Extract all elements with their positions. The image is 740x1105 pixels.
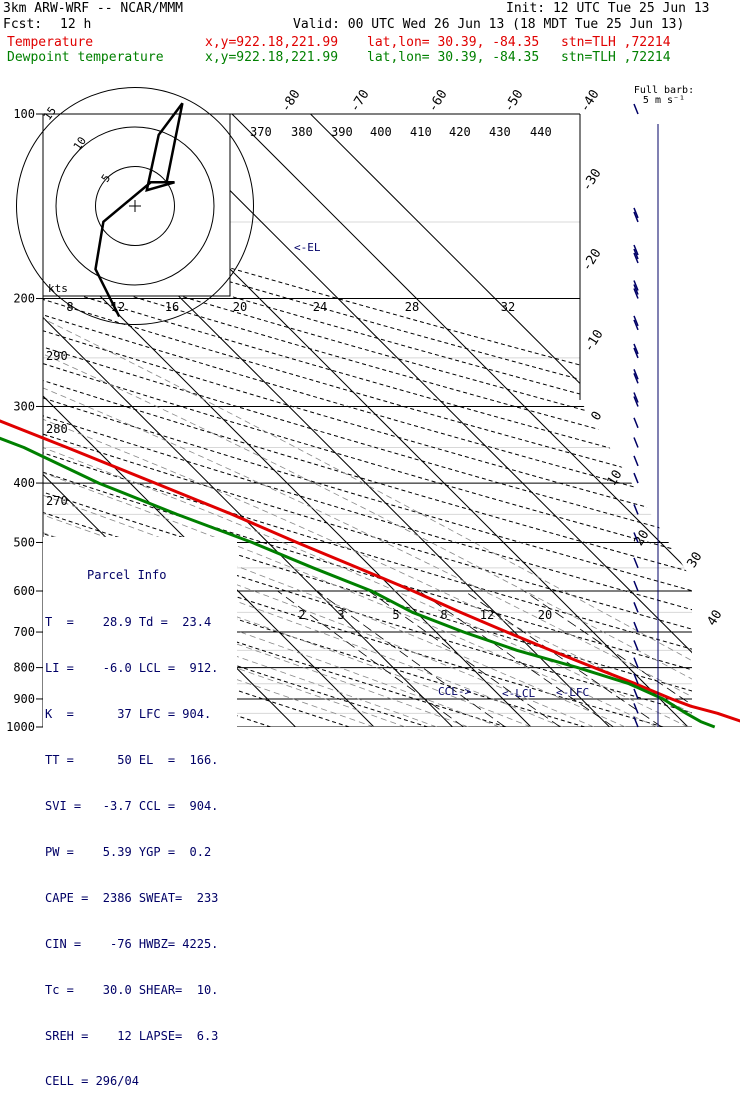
mixing-ratio-label: 2 xyxy=(298,608,305,622)
wind-barb xyxy=(634,689,638,699)
barb-legend-line2: 5 m s⁻¹ xyxy=(643,95,685,106)
mixing-ratio-label: 5 xyxy=(392,608,399,622)
isotherm-label: -80 xyxy=(278,87,303,115)
parcel-info-row: Tc = 30.0 SHEAR= 10. xyxy=(45,983,235,998)
isotherm-label: 40 xyxy=(705,608,726,629)
wind-barb xyxy=(634,473,638,483)
pressure-tick-label: 100 xyxy=(13,107,35,121)
wind-barb xyxy=(634,438,638,448)
pressure-tick-label: 800 xyxy=(13,661,35,675)
hodograph-axis-label: 24 xyxy=(313,300,327,314)
el-annotation: <-EL xyxy=(294,241,321,254)
hodograph-axis-label: 8 xyxy=(66,300,73,314)
wind-barb xyxy=(634,104,638,114)
isotherm-line xyxy=(154,114,740,727)
wind-barb xyxy=(634,640,638,650)
theta-e-label: 410 xyxy=(410,125,432,139)
pressure-tick-label: 700 xyxy=(13,625,35,639)
parcel-info-row: CAPE = 2386 SWEAT= 233 xyxy=(45,891,235,906)
isotherm-line xyxy=(232,114,740,727)
parcel-info-row: CIN = -76 HWBZ= 4225. xyxy=(45,937,235,952)
isotherm-label: -50 xyxy=(501,87,526,115)
pressure-tick-label: 300 xyxy=(13,399,35,413)
hodograph-axis-label: 20 xyxy=(233,300,247,314)
isotherm-label: -20 xyxy=(579,246,604,274)
parcel-info-row: T = 28.9 Td = 23.4 xyxy=(45,615,235,630)
theta-e-label: 380 xyxy=(291,125,313,139)
parcel-info-title: Parcel Info xyxy=(87,568,235,583)
theta-label: 280 xyxy=(46,422,68,436)
theta-e-label: 400 xyxy=(370,125,392,139)
pressure-tick-label: 900 xyxy=(13,692,35,706)
wind-barb xyxy=(634,418,638,428)
pressure-tick-label: 1000 xyxy=(6,720,35,734)
parcel-info-row: PW = 5.39 YGP = 0.2 xyxy=(45,845,235,860)
wind-barb xyxy=(634,581,638,591)
pressure-tick-label: 200 xyxy=(13,292,35,306)
wind-barb xyxy=(634,558,638,568)
isotherm-label: 0 xyxy=(589,409,606,424)
wind-barb xyxy=(634,456,638,466)
hodograph-axis-label: 12 xyxy=(111,300,125,314)
theta-e-label: 440 xyxy=(530,125,552,139)
isotherm-label: -70 xyxy=(347,87,372,115)
lfc-annotation: <-LFC xyxy=(556,686,589,699)
pressure-tick-label: 600 xyxy=(13,584,35,598)
ccl-annotation: CCL-> xyxy=(438,685,471,698)
theta-e-label: 420 xyxy=(449,125,471,139)
hodograph-axis-label: 28 xyxy=(405,300,419,314)
parcel-info-row: TT = 50 EL = 166. xyxy=(45,753,235,768)
parcel-info-row: SVI = -3.7 CCL = 904. xyxy=(45,799,235,814)
theta-e-label: 370 xyxy=(250,125,272,139)
isotherm-label: -40 xyxy=(577,87,602,115)
pressure-tick-label: 400 xyxy=(13,476,35,490)
isotherm-label: 30 xyxy=(685,550,706,571)
parcel-info-row: LI = -6.0 LCL = 912. xyxy=(45,661,235,676)
wind-barb xyxy=(634,504,638,514)
hodograph-axis-label: 16 xyxy=(165,300,179,314)
mixing-ratio-label: 8 xyxy=(440,608,447,622)
mixing-ratio-label: 3 xyxy=(337,608,344,622)
theta-e-label: 430 xyxy=(489,125,511,139)
isotherm-line xyxy=(311,114,740,727)
wind-barb xyxy=(634,602,638,612)
theta-label: 270 xyxy=(46,494,68,508)
parcel-info-row: SREH = 12 LAPSE= 6.3 xyxy=(45,1029,235,1044)
parcel-info-row: K = 37 LFC = 904. xyxy=(45,707,235,722)
isotherm-label: -10 xyxy=(581,327,606,355)
theta-e-label: 390 xyxy=(331,125,353,139)
isotherm-label: 10 xyxy=(605,468,626,489)
hodograph-panel xyxy=(43,114,230,296)
parcel-info-panel: Parcel Info T = 28.9 Td = 23.4 LI = -6.0… xyxy=(45,537,235,737)
isotherm-label: -30 xyxy=(579,166,604,194)
hodograph-axis-label: 32 xyxy=(501,300,515,314)
lcl-annotation: <-LCL xyxy=(502,687,535,700)
hodograph-units-label: kts xyxy=(48,282,68,295)
pressure-tick-label: 500 xyxy=(13,535,35,549)
theta-label: 290 xyxy=(46,349,68,363)
isotherm-label: -60 xyxy=(425,87,450,115)
parcel-info-row: CELL = 296/04 xyxy=(45,1074,235,1089)
mixing-ratio-label: 20 xyxy=(538,608,552,622)
